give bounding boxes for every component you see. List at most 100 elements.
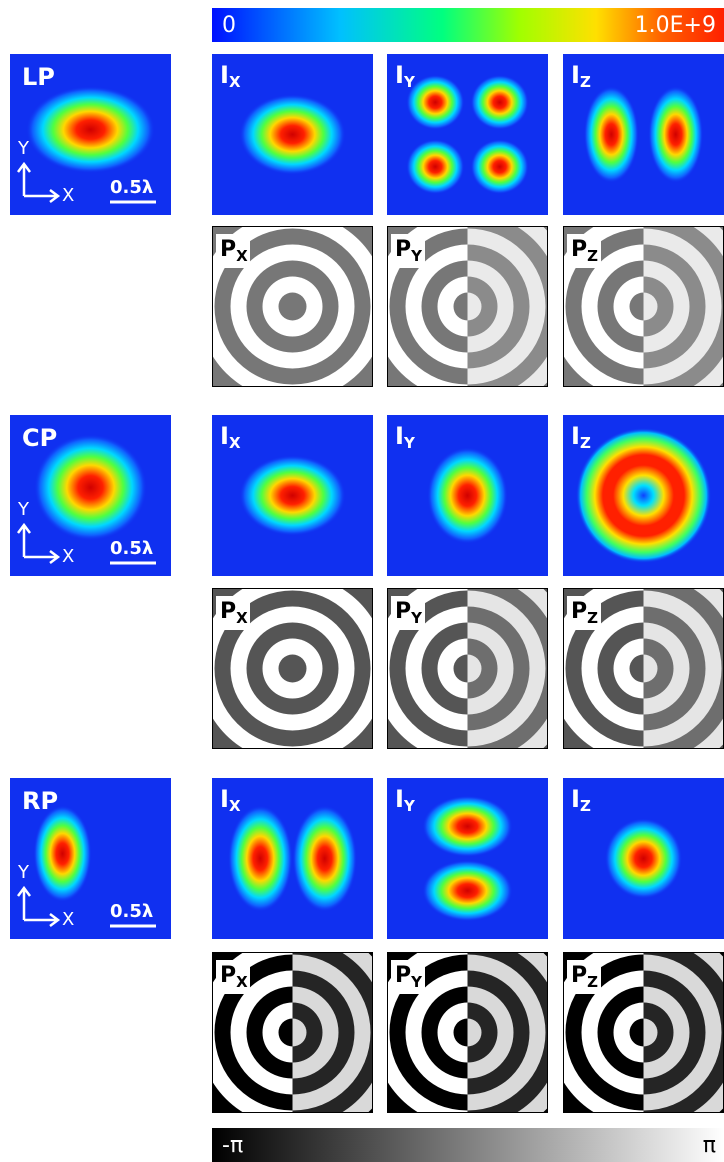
label-subscript: Y (403, 434, 416, 452)
label-symbol: P (220, 237, 236, 262)
label-symbol: P (571, 599, 587, 624)
panel: IY (387, 54, 548, 215)
label-subscript: X (229, 434, 241, 452)
intensity-spot (605, 818, 682, 899)
label-subscript: Z (587, 247, 598, 265)
label-symbol: P (571, 237, 587, 262)
label-subscript: X (236, 247, 248, 265)
intensity-spot (584, 86, 639, 183)
intensity-ring (576, 428, 711, 563)
phase-half (644, 923, 724, 1143)
label-subscript: Z (587, 973, 598, 991)
axis-x-label: X (62, 185, 74, 206)
label-symbol: I (571, 61, 580, 89)
phase-half (644, 197, 724, 417)
intensity-spot (648, 86, 703, 183)
phase-ring (279, 293, 307, 321)
label-subscript: Y (410, 973, 423, 991)
scale-label: 0.5λ (110, 901, 153, 922)
label-subscript: Z (580, 73, 591, 91)
label-symbol: I (571, 785, 580, 813)
axis-x-label: X (62, 546, 74, 567)
panel: RP Y X 0.5λ (10, 778, 171, 939)
label-symbol: P (395, 237, 411, 262)
label-subscript: Y (403, 797, 416, 815)
panel: IY (387, 415, 548, 576)
scale-label: 0.5λ (110, 177, 153, 198)
axis-x-label: X (62, 909, 74, 930)
axis-y-label: Y (17, 138, 30, 159)
label-subscript: Z (580, 797, 591, 815)
beam-label: CP (22, 424, 57, 452)
label-symbol: P (220, 963, 236, 988)
panel: LP Y X 0.5λ (10, 54, 171, 215)
label-subscript: Y (403, 73, 416, 91)
intensity-spot (228, 805, 292, 911)
label-symbol: P (571, 963, 587, 988)
panel: IX (212, 415, 373, 576)
intensity-spot (239, 94, 345, 175)
intensity-spot (239, 455, 345, 536)
label-symbol: I (395, 61, 404, 89)
phase-max: π (703, 1133, 716, 1158)
label-subscript: X (229, 797, 241, 815)
label-symbol: I (395, 422, 404, 450)
panel: IZ (563, 54, 724, 215)
label-symbol: I (395, 785, 404, 813)
panel: CP Y X 0.5λ (10, 415, 171, 576)
intensity-spot (406, 139, 464, 194)
phase-half (644, 559, 724, 779)
panel: IZ (563, 415, 724, 576)
axis-y-label: Y (17, 499, 30, 520)
panel: PZ (534, 559, 724, 779)
phase-min: -π (222, 1133, 243, 1158)
label-subscript: Z (587, 609, 598, 627)
intensity-spot (422, 860, 512, 921)
label-symbol: P (395, 599, 411, 624)
axis-y-label: Y (17, 862, 30, 883)
label-subscript: Z (580, 434, 591, 452)
label-subscript: Y (410, 609, 423, 627)
colorbar-max: 1.0E+9 (635, 13, 716, 38)
panel: PZ (534, 197, 724, 417)
intensity-spot (406, 75, 464, 130)
label-subscript: X (236, 609, 248, 627)
label-symbol: I (220, 61, 229, 89)
phase-half (468, 923, 578, 1143)
phase-ring (279, 655, 307, 683)
panel: IY (387, 778, 548, 939)
beam-label: LP (22, 63, 55, 91)
panel: PX (183, 923, 403, 1143)
panel: PX (183, 197, 403, 417)
figure: 0 1.0E+9 -π π LPYX0.5λIXIYIZPXPYPZCPYX0.… (0, 0, 724, 1162)
label-symbol: P (395, 963, 411, 988)
panel: IZ (563, 778, 724, 939)
phase-bar (212, 1128, 724, 1162)
label-subscript: Y (410, 247, 423, 265)
label-symbol: I (220, 422, 229, 450)
intensity-spot (471, 139, 529, 194)
scale-label: 0.5λ (110, 538, 153, 559)
intensity-spot (427, 447, 508, 544)
intensity-spot (34, 805, 92, 902)
label-subscript: X (229, 73, 241, 91)
panel: IX (212, 778, 373, 939)
intensity-spot (293, 805, 357, 911)
beam-label: RP (22, 787, 58, 815)
panel: PY (358, 559, 578, 779)
panel: PY (358, 197, 578, 417)
intensity-spot (422, 796, 512, 857)
panel: PX (183, 559, 403, 779)
label-subscript: X (236, 973, 248, 991)
label-symbol: I (571, 422, 580, 450)
colorbar-min: 0 (222, 13, 236, 38)
phase-half (293, 923, 403, 1143)
intensity-spot (471, 75, 529, 130)
label-symbol: I (220, 785, 229, 813)
panel: PY (358, 923, 578, 1143)
panel: PZ (534, 923, 724, 1143)
phase-half (468, 197, 578, 417)
label-symbol: P (220, 599, 236, 624)
intensity-spot (26, 86, 155, 173)
